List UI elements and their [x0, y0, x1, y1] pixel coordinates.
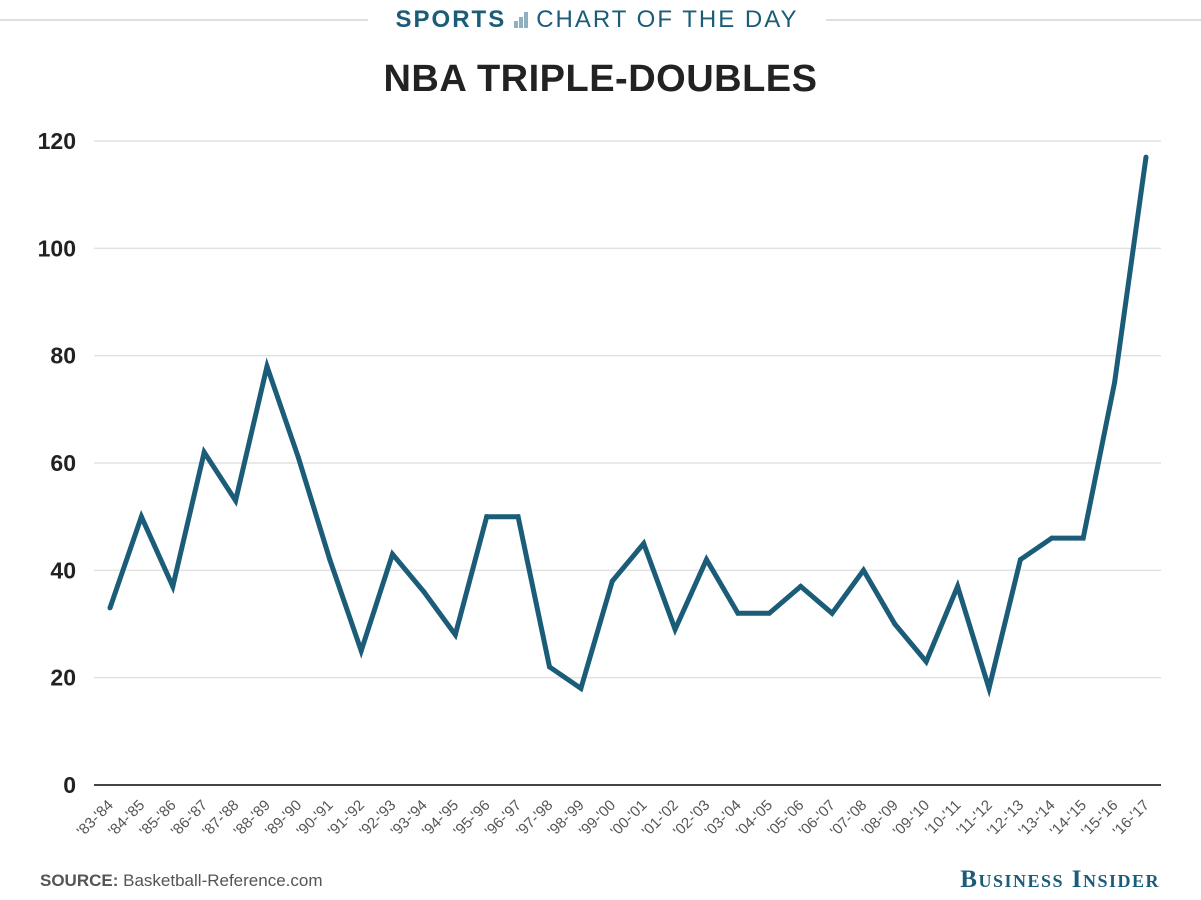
data-point	[1017, 557, 1023, 563]
source-note: SOURCE: Basketball-Reference.com	[40, 871, 323, 891]
data-point	[1143, 154, 1149, 160]
data-point	[892, 621, 898, 627]
chart-title: NBA TRIPLE-DOUBLES	[383, 58, 818, 100]
data-point	[672, 626, 678, 632]
data-point	[641, 541, 647, 546]
section-header: SPORTS CHART OF THE DAY	[368, 4, 826, 36]
data-point	[766, 610, 772, 616]
data-point	[358, 648, 364, 654]
y-tick-label: 0	[63, 772, 76, 798]
data-point	[798, 583, 804, 589]
bar-chart-icon	[514, 12, 529, 28]
data-point	[547, 664, 553, 670]
y-tick-label: 40	[50, 557, 76, 583]
series-line	[107, 156, 1149, 698]
data-point	[703, 557, 709, 563]
data-point	[264, 363, 270, 369]
x-tick-label: '16-'17	[1110, 797, 1153, 840]
y-tick-label: 100	[38, 235, 76, 261]
data-point	[860, 567, 866, 573]
chart-of-the-day-label: CHART OF THE DAY	[536, 6, 799, 33]
data-point	[829, 610, 835, 616]
header-rule-right	[826, 19, 1201, 21]
source-label: SOURCE:	[40, 871, 119, 890]
data-point	[955, 583, 961, 589]
header-rule-left	[0, 19, 368, 21]
sports-label: SPORTS	[395, 6, 507, 33]
data-point	[923, 659, 929, 665]
y-tick-label: 20	[50, 665, 76, 691]
data-point	[170, 583, 176, 589]
data-point	[1112, 380, 1118, 385]
y-tick-label: 80	[50, 343, 76, 369]
x-tick-label: '09-'10	[890, 797, 933, 840]
data-point	[609, 578, 615, 584]
y-tick-label: 120	[38, 128, 76, 154]
data-point	[515, 514, 521, 520]
data-point	[327, 557, 333, 563]
source-text: Basketball-Reference.com	[118, 871, 323, 890]
data-point	[1080, 535, 1086, 541]
data-point	[735, 610, 741, 616]
data-point	[421, 589, 427, 595]
business-insider-logo: Business Insider	[960, 866, 1160, 893]
data-point	[390, 551, 396, 557]
y-tick-label: 60	[50, 450, 76, 476]
data-point	[201, 449, 207, 455]
data-point	[452, 632, 458, 638]
data-point	[295, 455, 301, 461]
data-point	[1049, 535, 1055, 541]
data-point	[484, 514, 490, 520]
data-point	[986, 685, 992, 691]
data-point	[107, 605, 113, 611]
data-point	[233, 498, 239, 504]
data-point	[138, 514, 144, 520]
data-point	[578, 685, 584, 691]
